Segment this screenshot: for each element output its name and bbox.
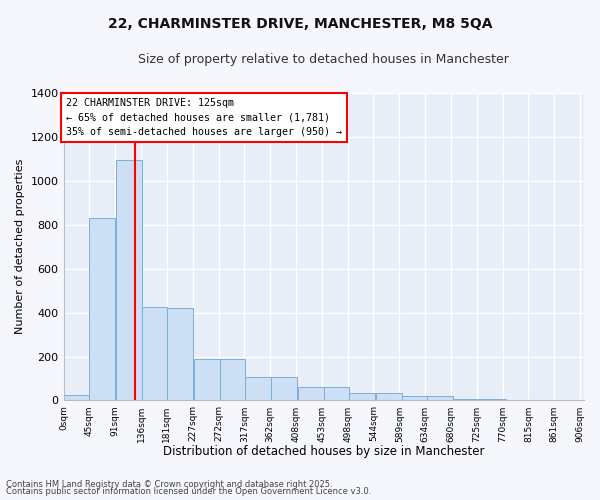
Bar [401,396,427,400]
Bar [167,308,193,400]
Y-axis label: Number of detached properties: Number of detached properties [15,159,25,334]
Bar [323,388,349,400]
Bar [89,218,115,400]
Title: Size of property relative to detached houses in Manchester: Size of property relative to detached ho… [138,52,509,66]
Bar [245,378,271,400]
Text: 22 CHARMINSTER DRIVE: 125sqm
← 65% of detached houses are smaller (1,781)
35% of: 22 CHARMINSTER DRIVE: 125sqm ← 65% of de… [66,98,342,138]
Bar [376,393,401,400]
Text: Contains HM Land Registry data © Crown copyright and database right 2025.: Contains HM Land Registry data © Crown c… [6,480,332,489]
Bar [194,359,220,401]
Bar [64,395,89,400]
Text: 22, CHARMINSTER DRIVE, MANCHESTER, M8 5QA: 22, CHARMINSTER DRIVE, MANCHESTER, M8 5Q… [108,18,492,32]
Bar [349,393,375,400]
Bar [454,398,479,400]
Bar [116,160,142,400]
Bar [142,307,167,400]
Bar [271,378,297,400]
X-axis label: Distribution of detached houses by size in Manchester: Distribution of detached houses by size … [163,444,484,458]
Bar [427,396,453,400]
Bar [298,388,323,400]
Bar [220,359,245,401]
Text: Contains public sector information licensed under the Open Government Licence v3: Contains public sector information licen… [6,488,371,496]
